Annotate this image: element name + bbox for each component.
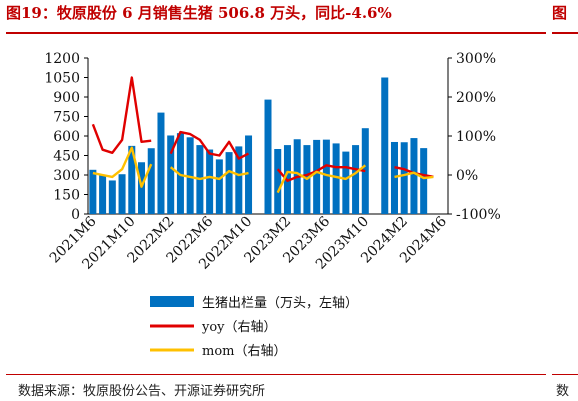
bar	[89, 169, 97, 214]
bar	[410, 138, 418, 214]
bar	[157, 112, 165, 214]
mom-line	[276, 164, 367, 194]
source-note: 数据来源：牧原股份公告、开源证券研究所	[18, 384, 266, 399]
right-tick-label: -100%	[456, 207, 501, 223]
right-tick-label: 100%	[456, 129, 496, 145]
bar	[352, 145, 360, 214]
left-tick-label: 1050	[44, 71, 80, 87]
bar	[264, 99, 272, 214]
bar	[245, 135, 253, 214]
legend-label: yoy（右轴）	[201, 320, 277, 335]
yoy-line	[91, 76, 152, 155]
left-tick-label: 600	[53, 129, 80, 145]
legend-label: mom（右轴）	[202, 344, 286, 359]
mom-line	[169, 166, 249, 181]
legend-swatch-bar	[150, 296, 194, 307]
bar	[381, 77, 389, 214]
bar	[274, 149, 282, 214]
next-figure-title-fragment: 图	[552, 4, 568, 22]
bar	[313, 139, 321, 214]
left-tick-label: 150	[53, 188, 80, 204]
bar	[186, 137, 194, 214]
right-tick-label: 200%	[456, 90, 496, 106]
left-tick-label: 300	[53, 168, 80, 184]
bar	[99, 175, 107, 214]
left-tick-label: 1200	[44, 51, 80, 67]
left-tick-label: 0	[71, 207, 80, 223]
right-tick-label: 0%	[456, 168, 478, 184]
bar	[225, 152, 233, 214]
next-source-fragment: 数	[556, 384, 570, 399]
mom-line	[92, 146, 153, 188]
right-tick-label: 300%	[456, 51, 496, 67]
legend-label: 生猪出栏量（万头，左轴）	[202, 296, 358, 311]
bar	[138, 162, 146, 214]
next-footer-rule	[552, 374, 578, 375]
bar	[420, 148, 428, 214]
left-tick-label: 900	[53, 90, 80, 106]
mom-line	[394, 171, 434, 180]
figure-title: 图19：牧原股份 6 月销售生猪 506.8 万头，同比-4.6%	[6, 4, 392, 22]
left-tick-label: 750	[53, 110, 80, 126]
bar	[167, 135, 175, 214]
footer-rule	[6, 374, 546, 375]
yoy-line	[276, 164, 366, 183]
bar	[322, 139, 330, 214]
bar	[118, 174, 126, 214]
bar	[342, 151, 350, 214]
bar	[206, 149, 214, 214]
bar	[400, 142, 408, 214]
next-title-rule	[552, 32, 578, 34]
bar	[390, 141, 398, 214]
bar	[215, 159, 223, 214]
bar	[332, 143, 340, 214]
bar	[128, 145, 136, 214]
bar	[108, 180, 116, 214]
bar	[147, 148, 155, 214]
yoy-line	[169, 130, 250, 160]
left-tick-label: 450	[53, 149, 80, 165]
title-rule	[6, 32, 546, 34]
bar	[235, 146, 243, 214]
